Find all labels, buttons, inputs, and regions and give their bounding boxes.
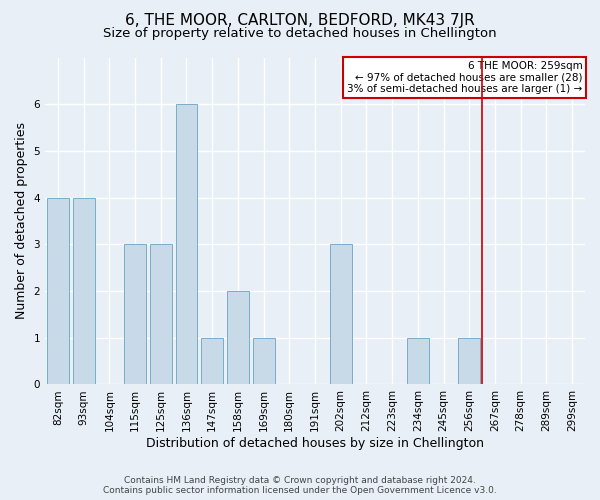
Y-axis label: Number of detached properties: Number of detached properties xyxy=(15,122,28,320)
Bar xyxy=(124,244,146,384)
Bar xyxy=(227,291,249,384)
Bar xyxy=(47,198,69,384)
Bar xyxy=(150,244,172,384)
Text: Size of property relative to detached houses in Chellington: Size of property relative to detached ho… xyxy=(103,28,497,40)
Bar xyxy=(201,338,223,384)
X-axis label: Distribution of detached houses by size in Chellington: Distribution of detached houses by size … xyxy=(146,437,484,450)
Bar xyxy=(253,338,275,384)
Text: 6, THE MOOR, CARLTON, BEDFORD, MK43 7JR: 6, THE MOOR, CARLTON, BEDFORD, MK43 7JR xyxy=(125,12,475,28)
Bar xyxy=(458,338,480,384)
Text: 6 THE MOOR: 259sqm
← 97% of detached houses are smaller (28)
3% of semi-detached: 6 THE MOOR: 259sqm ← 97% of detached hou… xyxy=(347,61,583,94)
Bar xyxy=(330,244,352,384)
Bar xyxy=(176,104,197,384)
Bar xyxy=(73,198,95,384)
Text: Contains HM Land Registry data © Crown copyright and database right 2024.
Contai: Contains HM Land Registry data © Crown c… xyxy=(103,476,497,495)
Bar xyxy=(407,338,429,384)
